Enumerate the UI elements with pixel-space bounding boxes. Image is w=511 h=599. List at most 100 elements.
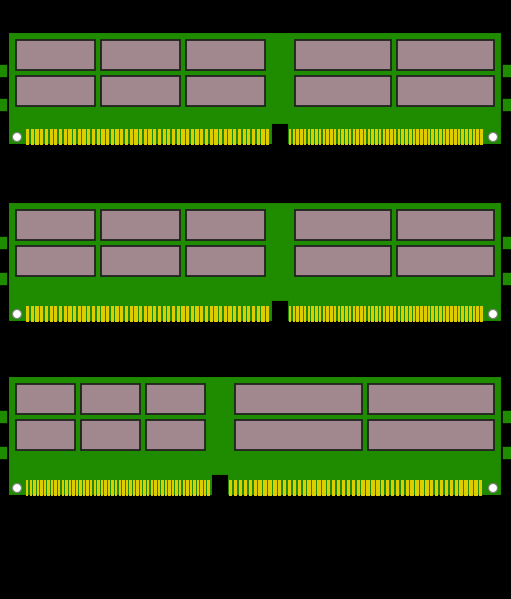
Bar	[371, 129, 374, 145]
Bar	[54, 306, 58, 322]
Bar	[82, 306, 86, 322]
Bar	[186, 246, 265, 276]
Bar	[154, 480, 156, 496]
Bar	[469, 480, 473, 496]
Bar	[243, 306, 246, 322]
Bar	[461, 306, 464, 322]
Bar	[0, 63, 8, 78]
Bar	[312, 480, 316, 496]
Bar	[78, 129, 81, 145]
Bar	[111, 306, 114, 322]
Bar	[101, 480, 103, 496]
Bar	[214, 129, 218, 145]
Bar	[424, 129, 427, 145]
Bar	[289, 129, 291, 145]
Bar	[352, 480, 355, 496]
Bar	[119, 480, 121, 496]
Bar	[410, 480, 414, 496]
Bar	[16, 420, 75, 450]
Bar	[186, 40, 265, 70]
Bar	[367, 129, 370, 145]
Bar	[327, 129, 329, 145]
Bar	[252, 306, 255, 322]
Bar	[167, 306, 171, 322]
Bar	[106, 306, 109, 322]
Bar	[238, 129, 241, 145]
Bar	[45, 306, 48, 322]
Bar	[308, 129, 310, 145]
Bar	[106, 129, 109, 145]
Bar	[92, 306, 95, 322]
Bar	[396, 480, 399, 496]
Bar	[398, 76, 494, 106]
Bar	[101, 129, 105, 145]
Bar	[295, 246, 391, 276]
Bar	[311, 306, 314, 322]
Bar	[162, 129, 166, 145]
Bar	[356, 129, 359, 145]
Bar	[233, 306, 237, 322]
Bar	[87, 129, 90, 145]
Bar	[391, 480, 394, 496]
Bar	[454, 306, 456, 322]
Bar	[416, 129, 419, 145]
Bar	[151, 480, 153, 496]
Bar	[120, 306, 123, 322]
Bar	[94, 480, 96, 496]
Bar	[0, 98, 8, 111]
Bar	[371, 306, 374, 322]
Bar	[292, 129, 295, 145]
Bar	[97, 306, 100, 322]
Bar	[261, 129, 265, 145]
Bar	[413, 129, 415, 145]
Bar	[101, 306, 105, 322]
Bar	[247, 129, 250, 145]
Bar	[502, 271, 511, 286]
Bar	[31, 306, 34, 322]
Bar	[420, 129, 423, 145]
Bar	[332, 480, 335, 496]
Bar	[386, 129, 389, 145]
Bar	[30, 480, 32, 496]
Bar	[304, 129, 307, 145]
Bar	[122, 480, 125, 496]
Bar	[502, 98, 511, 111]
Bar	[111, 129, 114, 145]
Bar	[235, 384, 361, 414]
Bar	[464, 480, 468, 496]
Bar	[357, 480, 360, 496]
Bar	[303, 480, 306, 496]
Bar	[125, 129, 128, 145]
Bar	[51, 480, 53, 496]
Bar	[134, 306, 137, 322]
Bar	[139, 306, 142, 322]
Bar	[367, 384, 494, 414]
Bar	[92, 129, 95, 145]
Bar	[101, 40, 180, 70]
Bar	[140, 480, 142, 496]
Bar	[148, 129, 152, 145]
Bar	[115, 480, 118, 496]
Bar	[401, 480, 404, 496]
Bar	[90, 480, 92, 496]
Bar	[439, 306, 442, 322]
Bar	[473, 306, 475, 322]
Bar	[139, 129, 142, 145]
Bar	[288, 480, 291, 496]
Bar	[50, 306, 53, 322]
Bar	[257, 129, 260, 145]
Bar	[296, 306, 299, 322]
Bar	[238, 306, 241, 322]
Bar	[295, 40, 391, 70]
Bar	[342, 480, 345, 496]
Bar	[115, 306, 119, 322]
Bar	[157, 480, 160, 496]
Bar	[465, 129, 468, 145]
Bar	[243, 129, 246, 145]
Bar	[317, 480, 321, 496]
Bar	[345, 129, 347, 145]
Bar	[165, 480, 167, 496]
Bar	[394, 306, 397, 322]
Bar	[349, 129, 352, 145]
Bar	[129, 480, 132, 496]
